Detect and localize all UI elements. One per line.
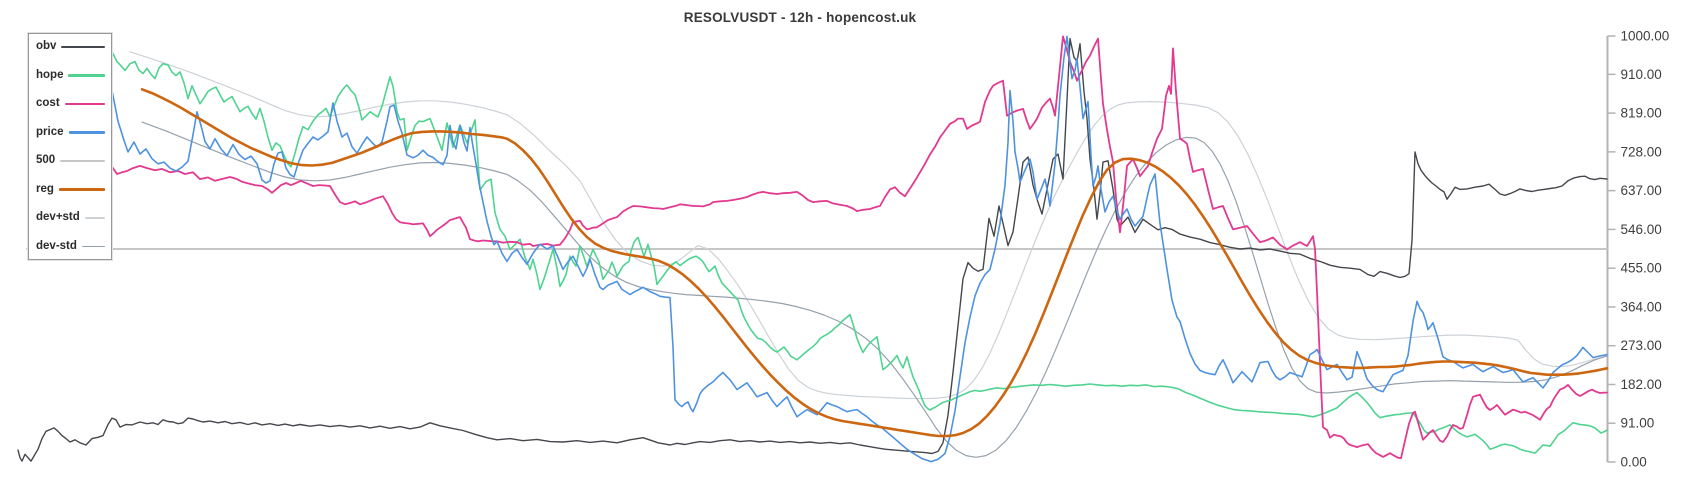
series-lines (17, 35, 1609, 463)
y-axis-label: 1000.00 (1621, 29, 1670, 44)
series-line-dev+std (129, 51, 1608, 400)
legend-label: 500 (36, 154, 56, 166)
legend-swatch (64, 102, 105, 105)
y-axis-label: 273.00 (1621, 338, 1662, 353)
y-axis-label: 819.00 (1621, 106, 1662, 121)
legend-item-500[interactable]: 500 (36, 154, 105, 167)
series-line-cost (111, 35, 1608, 460)
legend-swatch (81, 245, 105, 247)
y-axis-label: 364.00 (1621, 299, 1662, 314)
y-axis-label: 455.00 (1621, 261, 1662, 276)
legend-label: reg (36, 182, 54, 195)
page-title: RESOLVUSDT - 12h - hopencost.uk (683, 10, 917, 25)
legend: obv hope cost price 500 reg dev+std dev-std (27, 32, 113, 261)
y-axis-label: 0.00 (1621, 455, 1647, 470)
series-line-dev-std (141, 121, 1608, 458)
legend-label: dev-std (36, 239, 77, 252)
series-line-obv (17, 37, 1608, 462)
legend-swatch (68, 74, 105, 77)
legend-item-dev-std[interactable]: dev+std (36, 211, 105, 224)
legend-item-dev-std[interactable]: dev-std (36, 239, 105, 253)
legend-swatch (60, 159, 105, 162)
legend-swatch (68, 131, 105, 134)
series-line-hope (111, 50, 1608, 454)
legend-item-cost[interactable]: cost (36, 97, 105, 110)
legend-item-reg[interactable]: reg (36, 182, 105, 196)
legend-label: cost (36, 97, 60, 109)
y-axis-label: 910.00 (1621, 67, 1662, 82)
legend-item-obv[interactable]: obv (36, 40, 105, 53)
series-line-reg (140, 88, 1609, 438)
y-axis: 1000.00 910.00 819.00 728.00 637.00 546.00 455… (1606, 29, 1670, 470)
legend-label: price (36, 125, 64, 138)
legend-item-hope[interactable]: hope (36, 68, 105, 82)
legend-item-price[interactable]: price (36, 125, 105, 139)
y-axis-label: 91.00 (1621, 416, 1655, 431)
legend-label: obv (36, 40, 57, 52)
series-line-price (111, 35, 1608, 463)
y-axis-label: 546.00 (1621, 222, 1662, 237)
y-axis-label: 182.00 (1621, 377, 1662, 392)
legend-label: dev+std (36, 211, 80, 223)
legend-swatch (58, 187, 105, 191)
legend-label: hope (36, 68, 64, 81)
legend-swatch (61, 45, 105, 48)
y-axis-label: 728.00 (1621, 144, 1662, 159)
y-axis-label: 637.00 (1621, 183, 1662, 198)
legend-swatch (84, 217, 105, 219)
